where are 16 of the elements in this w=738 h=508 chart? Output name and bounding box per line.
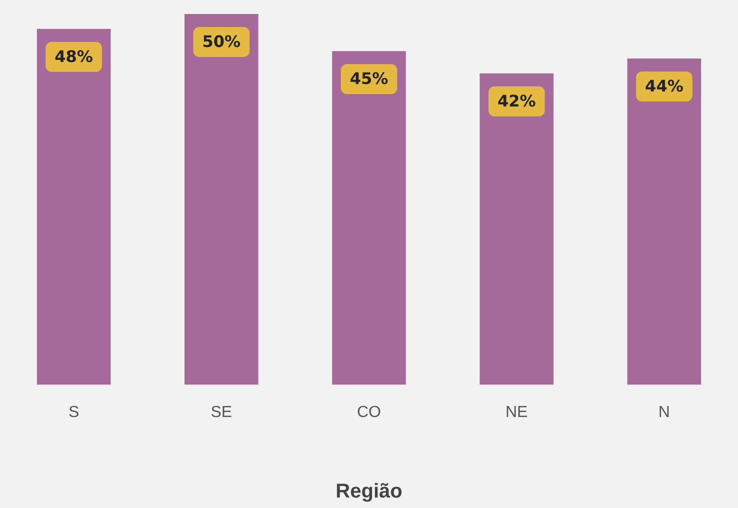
bar [627, 58, 702, 385]
bar [36, 28, 111, 385]
data-label: 42% [497, 91, 536, 110]
x-tick-label: NE [505, 404, 528, 421]
data-label: 48% [54, 46, 93, 66]
data-label: 50% [202, 32, 241, 52]
bar [184, 14, 258, 385]
x-axis-title: Região [336, 480, 402, 503]
data-label: 44% [645, 76, 684, 96]
bar [332, 51, 406, 385]
data-label: 45% [350, 69, 388, 88]
x-tick-label: SE [210, 404, 232, 421]
bar [480, 73, 554, 385]
x-tick-label: CO [357, 404, 381, 421]
x-tick-label: N [658, 404, 670, 421]
x-tick-label: S [68, 404, 80, 421]
